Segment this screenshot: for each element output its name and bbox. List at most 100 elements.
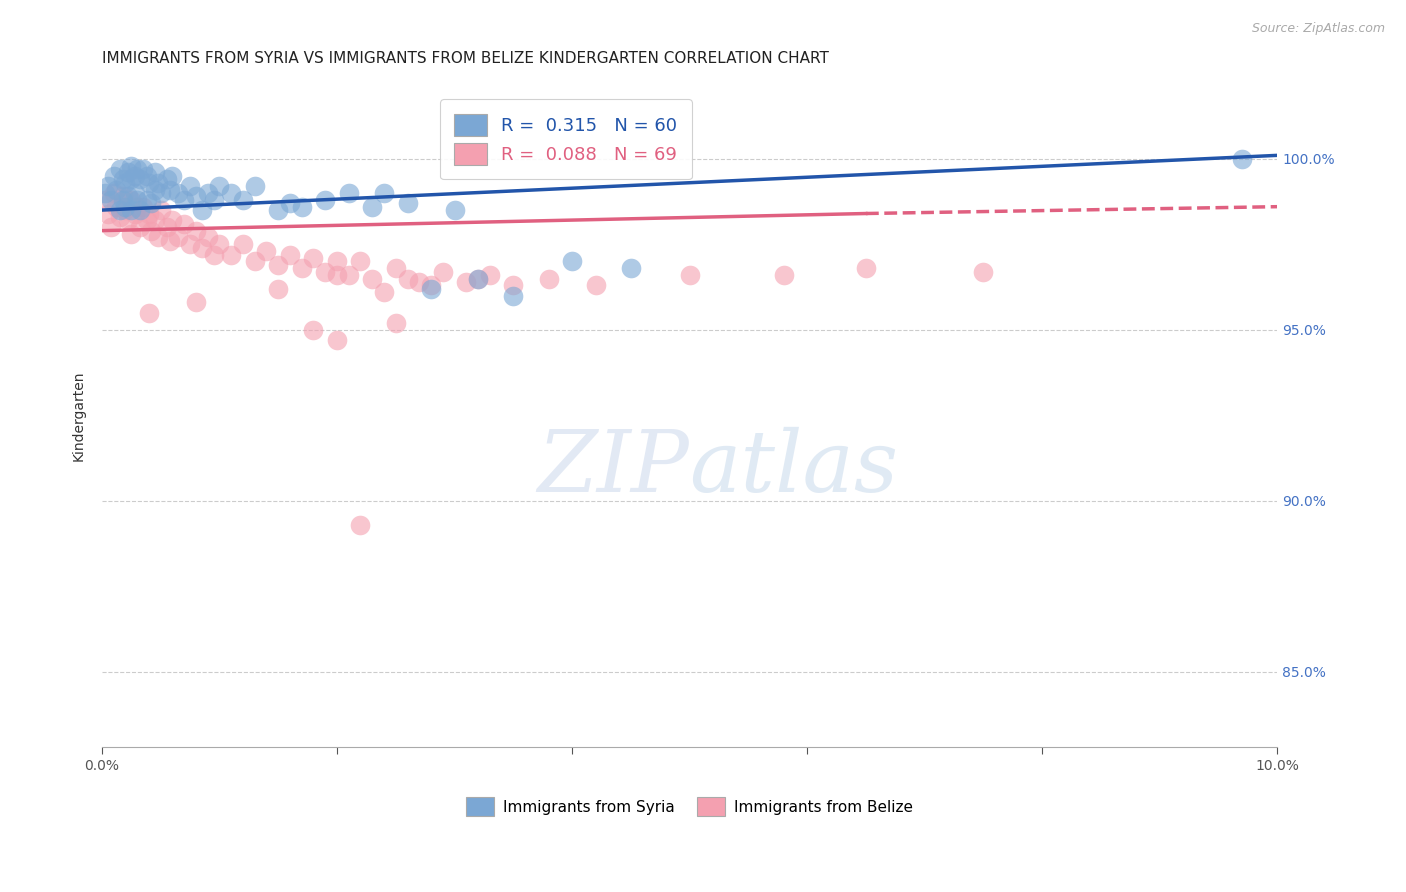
Point (135, 193, 157, 207)
Point (197, 186, 219, 200)
Point (114, 176, 136, 190)
Y-axis label: Kindergarten: Kindergarten (72, 370, 86, 460)
Point (232, 237, 254, 252)
Point (408, 275, 430, 289)
Point (191, 203, 214, 218)
Point (232, 193, 254, 207)
Point (94, 186, 117, 200)
Point (138, 306, 160, 320)
Point (396, 196, 419, 211)
Point (326, 333, 349, 347)
Point (208, 179, 231, 194)
Point (620, 261, 643, 276)
Point (105, 183, 128, 197)
Point (141, 224, 163, 238)
Point (202, 193, 225, 207)
Point (167, 230, 190, 244)
Point (349, 517, 371, 532)
Text: IMMIGRANTS FROM SYRIA VS IMMIGRANTS FROM BELIZE KINDERGARTEN CORRELATION CHART: IMMIGRANTS FROM SYRIA VS IMMIGRANTS FROM… (101, 51, 828, 66)
Point (138, 206, 160, 220)
Point (502, 278, 524, 293)
Point (97, 206, 120, 220)
Point (114, 200, 136, 214)
Point (128, 203, 150, 218)
Point (256, 244, 278, 259)
Point (124, 186, 146, 200)
Point (184, 189, 207, 203)
Point (97, 179, 120, 194)
Point (155, 172, 177, 186)
Point (337, 268, 360, 282)
Point (179, 179, 201, 194)
Text: atlas: atlas (689, 427, 898, 510)
Point (208, 237, 231, 252)
Point (384, 261, 406, 276)
Point (120, 172, 142, 186)
Point (420, 282, 443, 296)
Point (103, 169, 125, 183)
Point (173, 217, 195, 231)
Point (267, 282, 290, 296)
Point (432, 265, 454, 279)
Point (772, 268, 794, 282)
Point (349, 254, 371, 268)
Point (112, 193, 135, 207)
Point (467, 271, 489, 285)
Point (117, 213, 139, 227)
Point (184, 224, 207, 238)
Point (197, 230, 219, 244)
Point (105, 200, 128, 214)
Point (124, 169, 146, 183)
Legend: Immigrants from Syria, Immigrants from Belize: Immigrants from Syria, Immigrants from B… (460, 791, 920, 822)
Point (278, 247, 301, 261)
Point (159, 234, 181, 248)
Point (502, 288, 524, 302)
Point (179, 237, 201, 252)
Point (361, 271, 384, 285)
Point (314, 193, 336, 207)
Point (127, 200, 149, 214)
Point (127, 193, 149, 207)
Point (120, 193, 142, 207)
Point (443, 203, 465, 218)
Point (149, 203, 172, 218)
Point (128, 220, 150, 235)
Point (127, 162, 149, 177)
Point (302, 323, 325, 337)
Point (337, 186, 360, 200)
Point (384, 316, 406, 330)
Point (191, 241, 214, 255)
Point (243, 254, 266, 268)
Text: ZIP: ZIP (537, 427, 689, 510)
Point (148, 176, 170, 190)
Point (120, 159, 142, 173)
Point (112, 189, 135, 203)
Point (243, 179, 266, 194)
Point (278, 196, 301, 211)
Point (143, 213, 166, 227)
Point (361, 200, 384, 214)
Point (143, 165, 166, 179)
Point (537, 271, 560, 285)
Point (108, 162, 131, 177)
Point (94, 193, 117, 207)
Point (112, 172, 135, 186)
Point (314, 265, 336, 279)
Point (117, 165, 139, 179)
Point (291, 200, 314, 214)
Point (135, 213, 157, 227)
Point (326, 254, 349, 268)
Point (155, 220, 177, 235)
Point (100, 220, 122, 235)
Point (373, 285, 395, 300)
Point (141, 196, 163, 211)
Point (396, 271, 419, 285)
Point (326, 268, 349, 282)
Point (456, 275, 478, 289)
Point (855, 261, 877, 276)
Point (132, 200, 155, 214)
Point (1230, 152, 1253, 166)
Text: Source: ZipAtlas.com: Source: ZipAtlas.com (1251, 22, 1385, 36)
Point (173, 193, 195, 207)
Point (138, 176, 160, 190)
